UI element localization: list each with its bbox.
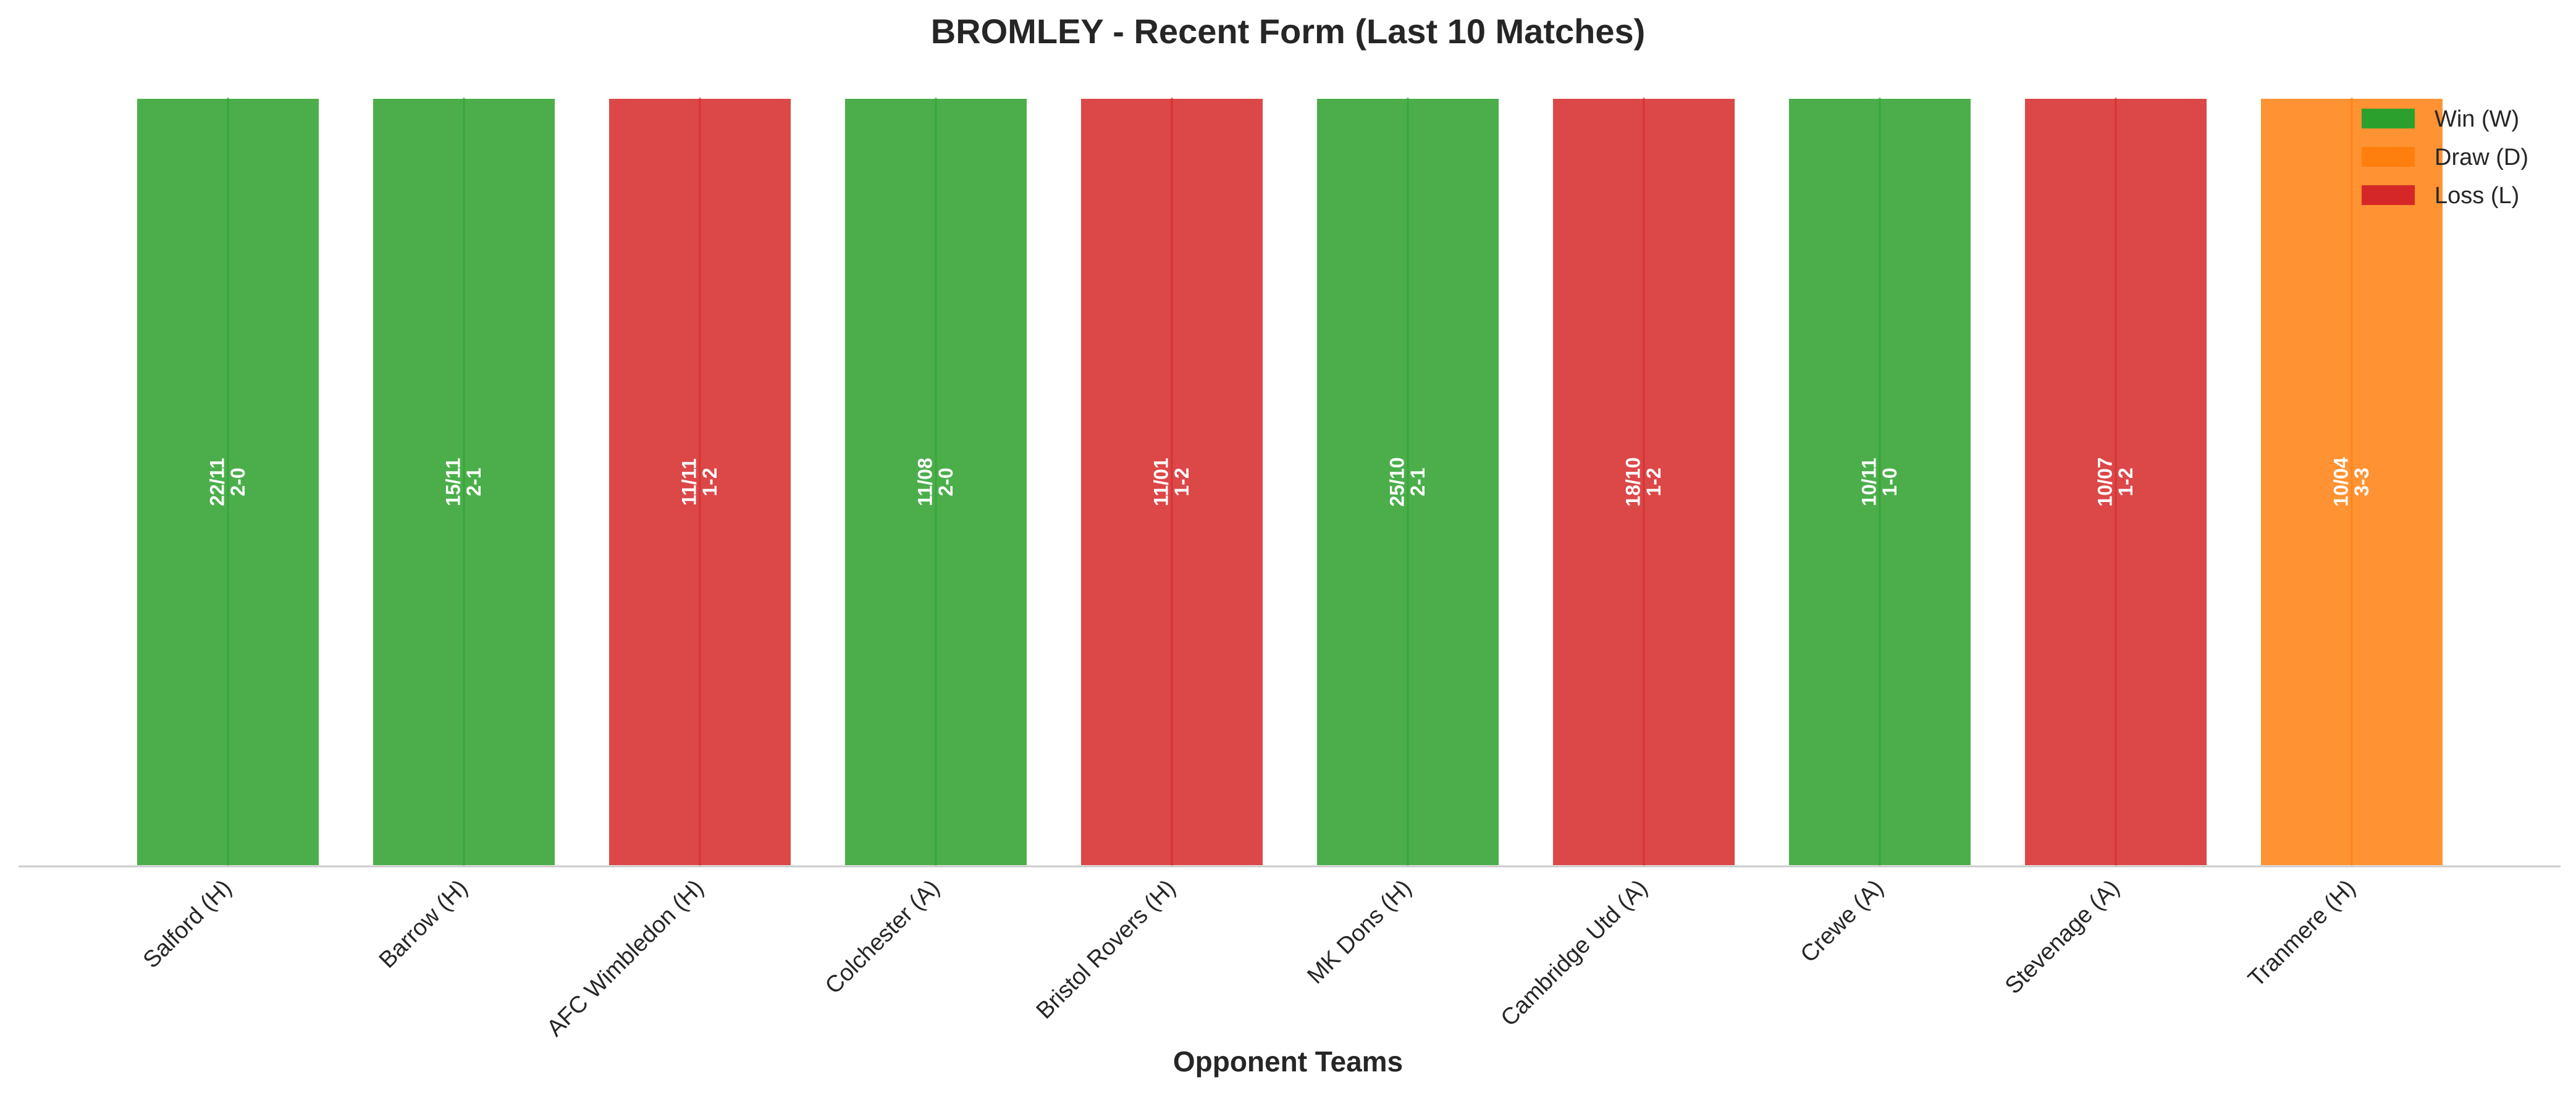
bar-score: 1-0	[1879, 467, 1901, 496]
legend-swatch-W	[2362, 109, 2415, 128]
x-tick-label-1: Salford (H)	[138, 875, 237, 974]
chart-title: BROMLEY - Recent Form (Last 10 Matches)	[931, 12, 1646, 51]
bar-label-8: 10/111-0	[1858, 458, 1901, 506]
bar-score: 1-2	[1171, 467, 1193, 496]
bar-score: 1-2	[699, 467, 721, 496]
bar-label-10: 10/043-3	[2330, 457, 2373, 506]
legend-swatch-L	[2362, 185, 2415, 205]
bar-label-3: 11/111-2	[678, 458, 722, 506]
x-tick-label-3: AFC Wimbledon (H)	[542, 875, 709, 1042]
bar-score: 3-3	[2351, 467, 2373, 496]
bar-label-1: 22/112-0	[206, 458, 250, 506]
bar-score: 1-2	[1643, 467, 1665, 496]
bar-score: 2-0	[227, 467, 249, 496]
x-tick-label-9: Stevenage (A)	[2000, 875, 2124, 999]
bars-group: 22/112-0 15/112-1 11/111-2 11/082-0 11/011-2…	[135, 96, 2445, 868]
bar-score: 2-1	[1407, 467, 1429, 496]
x-tick-label-4: Colchester (A)	[820, 875, 945, 999]
bar-date: 11/11	[678, 458, 701, 506]
x-tick-label-10: Tranmere (H)	[2243, 875, 2360, 992]
bar-score: 1-2	[2115, 467, 2137, 496]
bar-date: 18/10	[1622, 457, 1644, 506]
bar-date: 25/10	[1386, 457, 1408, 506]
legend-swatch-D	[2362, 147, 2415, 167]
x-tick-label-6: MK Dons (H)	[1302, 875, 1416, 989]
x-tick-label-5: Bristol Rovers (H)	[1032, 875, 1181, 1024]
bar-date: 22/11	[206, 458, 229, 506]
bar-date: 15/11	[442, 458, 465, 506]
legend-label-L: Loss (L)	[2435, 183, 2519, 209]
bar-score: 2-1	[463, 467, 485, 496]
bar-date: 10/11	[1858, 458, 1880, 506]
bar-date: 11/01	[1150, 458, 1172, 506]
x-axis-label: Opponent Teams	[1173, 1045, 1403, 1078]
bar-date: 10/07	[2094, 457, 2116, 506]
legend-label-D: Draw (D)	[2435, 144, 2528, 170]
bar-label-7: 18/101-2	[1622, 457, 1665, 506]
bar-date: 10/04	[2330, 457, 2352, 506]
legend-label-W: Win (W)	[2435, 106, 2519, 132]
bar-label-2: 15/112-1	[442, 458, 486, 506]
x-tick-label-8: Crewe (A)	[1796, 875, 1889, 968]
bar-date: 11/08	[914, 458, 937, 506]
legend: Win (W) Draw (D) Loss (L)	[2362, 106, 2528, 209]
bar-score: 2-0	[935, 467, 957, 496]
x-tick-label-2: Barrow (H)	[374, 875, 473, 974]
x-tick-label-7: Cambridge Utd (A)	[1496, 875, 1653, 1032]
bar-label-4: 11/082-0	[914, 458, 958, 506]
bar-label-6: 25/102-1	[1386, 457, 1429, 506]
bar-label-5: 11/011-2	[1150, 458, 1193, 506]
x-tick-labels: Salford (H) Barrow (H) AFC Wimbledon (H) Co…	[138, 875, 2361, 1042]
bar-label-9: 10/071-2	[2094, 457, 2137, 506]
